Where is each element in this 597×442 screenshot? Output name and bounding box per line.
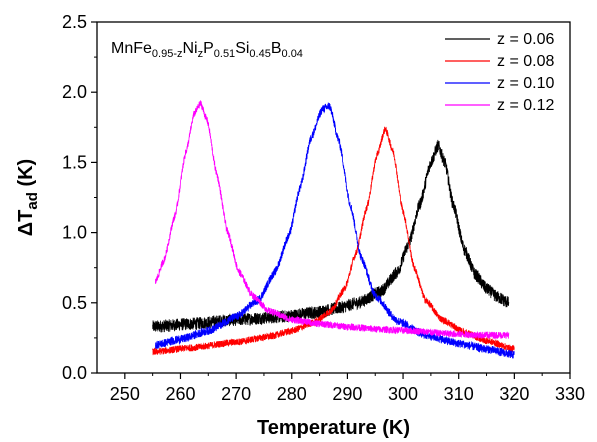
y-axis-title: ΔTad (K) [15,159,41,236]
legend-label: z = 0.12 [497,97,554,114]
chart-annotation: MnFe0.95-zNizP0.51Si0.45B0.04 [111,40,303,60]
y-tick-label: 2.5 [62,12,87,32]
tick-layer: 250 260 270 280 290 300 310 320 330 0.0 0.5 1.0 1.5 2… [62,12,585,404]
series-line-3 [155,102,515,359]
series-line-4 [155,100,510,340]
x-tick-label: 270 [221,384,251,404]
series-line-1 [152,139,510,333]
x-tick-label: 330 [555,384,585,404]
y-tick-label: 2.0 [62,82,87,102]
series-layer [152,100,515,359]
x-tick-label: 260 [165,384,195,404]
legend-label: z = 0.06 [497,31,554,48]
y-tick-label: 1.5 [62,152,87,172]
legend: z = 0.06 z = 0.08 z = 0.10 z = 0.12 [445,31,554,114]
legend-label: z = 0.08 [497,53,554,70]
x-tick-label: 250 [110,384,140,404]
y-tick-label: 0.0 [62,363,87,383]
legend-label: z = 0.10 [497,75,554,92]
x-tick-label: 320 [499,384,529,404]
series-line-2 [152,126,515,356]
x-tick-label: 310 [444,384,474,404]
y-tick-label: 1.0 [62,223,87,243]
x-tick-label: 300 [388,384,418,404]
x-tick-label: 280 [277,384,307,404]
x-tick-label: 290 [332,384,362,404]
x-axis-title: Temperature (K) [257,417,410,439]
y-tick-label: 0.5 [62,293,87,313]
